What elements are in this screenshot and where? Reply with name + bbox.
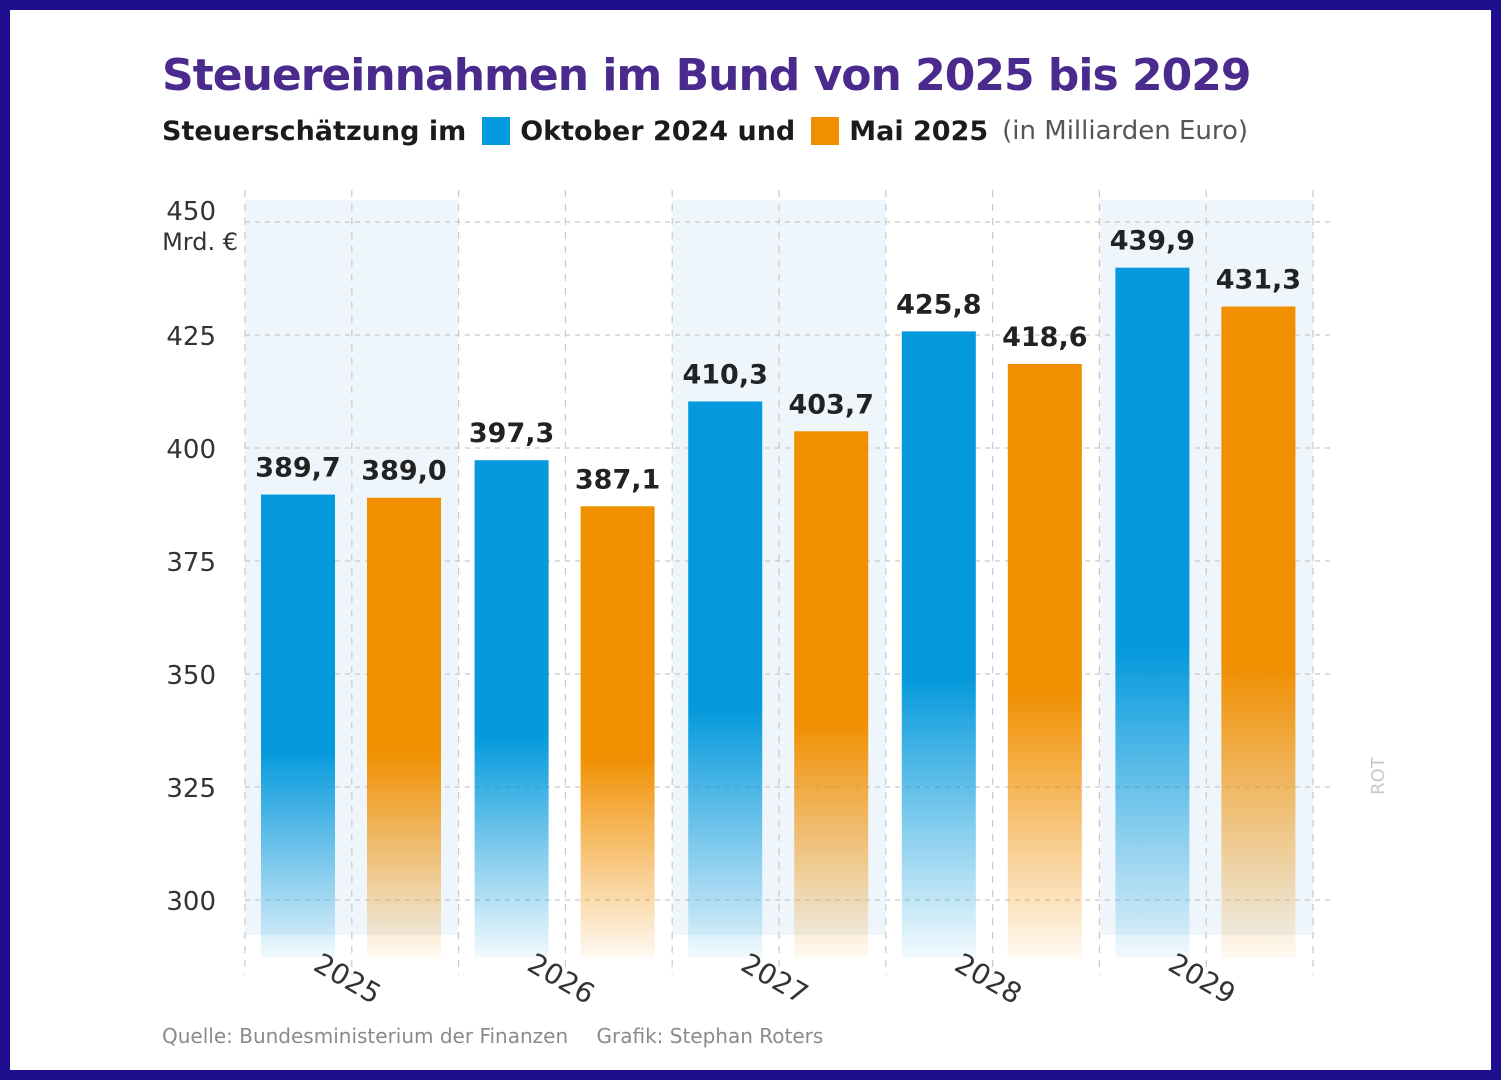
data-label: 389,7 [255,453,340,484]
bar-oktober-2024-2025 [261,494,335,958]
bar-mai-2025-2029 [1221,306,1296,958]
legend-label-mai-2025: Mai 2025 [849,115,989,147]
legend-swatch-oktober-2024 [482,117,511,145]
y-tick-label-300: 300 [166,887,216,917]
footer: Quelle: Bundesministerium der Finanzen G… [162,1024,823,1048]
credit-note: Grafik: Stephan Roters [596,1024,824,1048]
bar-mai-2025-2028 [1007,363,1082,959]
y-unit-label: Mrd. € [162,228,238,256]
data-label: 397,3 [469,418,554,449]
data-label: 425,8 [896,289,981,320]
y-tick-label-375: 375 [166,548,216,578]
bar-mai-2025-2027 [794,431,869,958]
data-label: 389,0 [361,456,446,487]
bar-mai-2025-2025 [367,497,441,958]
bar-oktober-2024-2028 [901,331,976,958]
y-tick-label-325: 325 [166,774,216,804]
legend-swatch-mai-2025 [811,117,840,145]
watermark: ROT [1368,756,1389,795]
y-tick-label-425: 425 [166,322,216,352]
y-tick-label-400: 400 [166,435,216,465]
bar-oktober-2024-2026 [474,460,549,958]
data-label: 403,7 [788,389,873,420]
legend: Steuerschätzung im Oktober 2024 und Mai … [162,114,1248,148]
chart-title: Steuereinnahmen im Bund von 2025 bis 202… [162,50,1251,101]
legend-label-oktober-2024: Oktober 2024 und [520,115,796,147]
bar-oktober-2024-2027 [688,401,763,959]
legend-unit: (in Milliarden Euro) [1002,116,1249,146]
data-label: 418,6 [1002,322,1087,353]
bar-oktober-2024-2029 [1115,267,1190,959]
data-label: 387,1 [575,464,660,495]
data-label: 410,3 [682,359,767,390]
y-tick-label-450: 450 [166,197,216,227]
bar-mai-2025-2026 [580,506,655,958]
data-label: 431,3 [1216,265,1301,296]
legend-prefix: Steuerschätzung im [162,115,467,147]
source-note: Quelle: Bundesministerium der Finanzen [162,1024,569,1048]
y-tick-label-350: 350 [166,661,216,691]
data-label: 439,9 [1110,226,1195,257]
